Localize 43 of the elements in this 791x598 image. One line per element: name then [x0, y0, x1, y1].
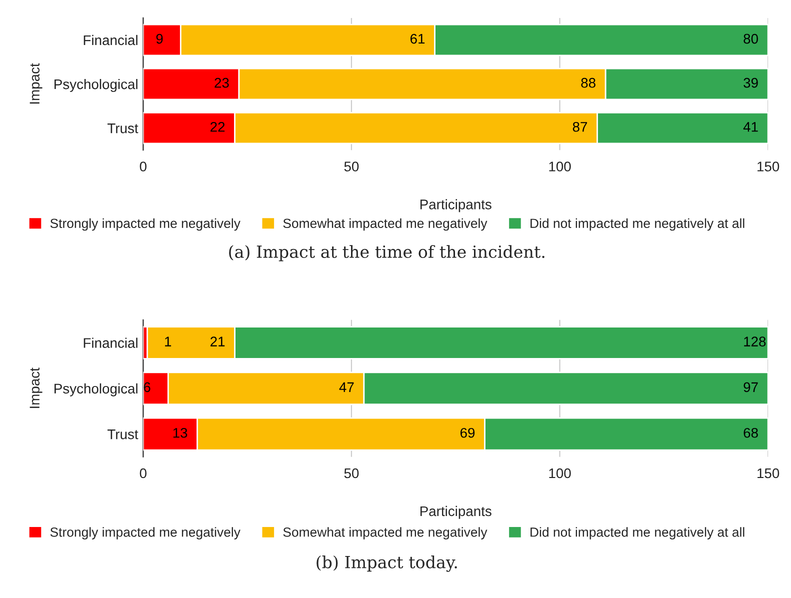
y-tick-label: Trust	[108, 124, 138, 134]
data-label: 1	[165, 336, 172, 346]
data-label: 68	[744, 428, 758, 438]
data-label: 22	[210, 122, 225, 132]
data-label: 80	[744, 34, 758, 44]
y-tick-label: Psychological	[54, 383, 138, 396]
data-label: 13	[173, 428, 188, 438]
x-tick-label: 150	[758, 162, 780, 172]
text: (a) Impact at the time of the incident.	[229, 245, 544, 262]
data-label: 128	[744, 336, 766, 346]
data-label: 87	[572, 122, 588, 132]
y-axis-title: Impact	[30, 368, 42, 408]
data-label: 21	[210, 336, 225, 346]
y-tick-label: Trust	[108, 430, 138, 440]
legend-label: Strongly impacted me negatively	[50, 527, 240, 540]
data-label: 9	[156, 34, 163, 44]
x-tick-label: 0	[140, 162, 146, 172]
y-axis-title: Impact	[30, 63, 42, 104]
data-label: 69	[460, 428, 475, 438]
y-tick-label: Financial	[84, 338, 138, 348]
x-tick-label: 50	[344, 162, 359, 172]
data-label: 47	[339, 382, 354, 392]
x-tick-label: 100	[549, 162, 571, 172]
y-tick-label: Psychological	[54, 78, 138, 92]
x-tick-label: 100	[549, 468, 571, 478]
legend-label: Somewhat impacted me negatively	[283, 527, 488, 540]
legend-label: Somewhat impacted me negatively	[283, 218, 488, 231]
data-label: 41	[743, 122, 758, 132]
data-label: 88	[581, 78, 596, 88]
y-tick-label: Financial	[84, 34, 138, 46]
x-axis-title: Participants	[420, 199, 492, 212]
legend-label: Did not impacted me negatively at all	[530, 218, 744, 231]
data-label: 39	[744, 78, 758, 88]
x-tick-label: 150	[758, 468, 780, 478]
text: (b) Impact today.	[316, 556, 457, 572]
x-axis-title: Participants	[420, 506, 492, 519]
legend-label: Strongly impacted me negatively	[50, 218, 240, 231]
x-tick-label: 0	[140, 468, 146, 478]
data-label: 23	[214, 78, 229, 88]
data-label: 97	[744, 382, 758, 392]
data-label: 61	[410, 34, 425, 44]
x-tick-label: 50	[344, 468, 359, 478]
legend-label: Did not impacted me negatively at all	[530, 527, 744, 540]
